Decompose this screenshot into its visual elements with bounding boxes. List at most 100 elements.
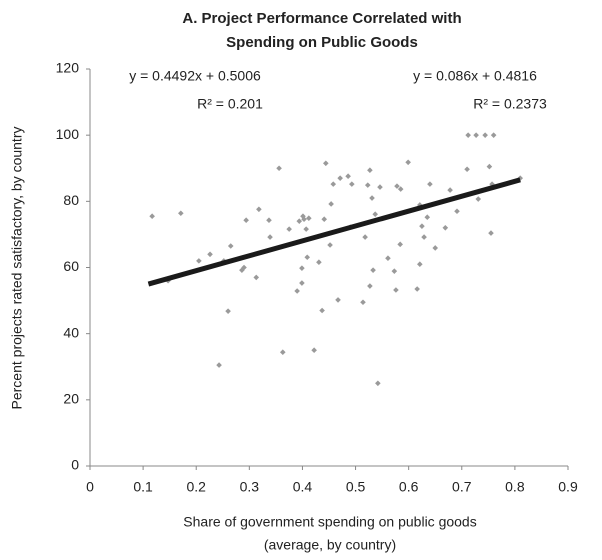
y-tick-label: 100 bbox=[56, 126, 80, 142]
point bbox=[424, 214, 431, 221]
x-tick-label: 0 bbox=[86, 479, 94, 495]
y-tick-label: 40 bbox=[63, 324, 79, 340]
y-tick-label: 120 bbox=[56, 60, 80, 76]
point bbox=[256, 206, 262, 213]
point bbox=[482, 132, 488, 138]
point bbox=[299, 280, 305, 286]
point bbox=[225, 308, 231, 314]
y-tick-label: 20 bbox=[63, 391, 79, 407]
point bbox=[149, 213, 155, 220]
point bbox=[394, 183, 400, 189]
point bbox=[465, 132, 471, 138]
point bbox=[216, 362, 222, 368]
point bbox=[397, 241, 403, 248]
annotation: y = 0.086x + 0.4816 bbox=[413, 68, 537, 84]
point bbox=[328, 201, 334, 207]
x-tick-label: 0.7 bbox=[452, 479, 472, 495]
annotation: y = 0.4492x + 0.5006 bbox=[129, 68, 261, 84]
point bbox=[319, 307, 325, 314]
point bbox=[296, 218, 303, 224]
point bbox=[417, 261, 423, 267]
point bbox=[327, 242, 333, 248]
point bbox=[490, 132, 497, 138]
point bbox=[276, 165, 282, 172]
point bbox=[397, 186, 404, 192]
x-axis-label: (average, by country) bbox=[264, 537, 396, 553]
point bbox=[367, 283, 373, 289]
chart-title: Spending on Public Goods bbox=[226, 34, 418, 51]
point bbox=[207, 251, 213, 258]
point bbox=[414, 286, 420, 292]
x-tick-label: 0.6 bbox=[399, 479, 419, 495]
point bbox=[473, 132, 479, 138]
point bbox=[279, 349, 286, 355]
point bbox=[369, 195, 375, 201]
point bbox=[294, 288, 300, 294]
x-tick-label: 0.5 bbox=[346, 479, 366, 495]
x-tick-label: 0.9 bbox=[558, 479, 578, 495]
point bbox=[421, 234, 427, 240]
point bbox=[330, 181, 337, 187]
point bbox=[447, 187, 453, 193]
chart-title: A. Project Performance Correlated with bbox=[182, 10, 461, 27]
y-tick-label: 0 bbox=[71, 457, 79, 473]
point bbox=[227, 243, 234, 249]
point bbox=[335, 297, 341, 303]
y-tick-label: 80 bbox=[63, 192, 79, 208]
annotation: R² = 0.201 bbox=[197, 96, 263, 112]
point bbox=[196, 258, 202, 264]
x-tick-label: 0.3 bbox=[240, 479, 260, 495]
point bbox=[345, 173, 351, 179]
point bbox=[299, 265, 305, 271]
point bbox=[266, 217, 272, 223]
point bbox=[360, 299, 366, 306]
point bbox=[454, 208, 460, 215]
point bbox=[306, 215, 312, 222]
x-axis-label: Share of government spending on public g… bbox=[183, 514, 476, 530]
point bbox=[303, 226, 309, 232]
point bbox=[464, 166, 470, 173]
point bbox=[370, 267, 376, 273]
annotation: R² = 0.2373 bbox=[473, 96, 547, 112]
x-tick-label: 0.2 bbox=[186, 479, 206, 495]
point bbox=[241, 264, 247, 271]
point bbox=[323, 160, 329, 167]
point bbox=[419, 223, 425, 229]
point bbox=[432, 245, 439, 251]
point bbox=[301, 216, 307, 222]
point bbox=[362, 234, 368, 240]
trend-line bbox=[147, 177, 521, 287]
point bbox=[405, 159, 411, 166]
point bbox=[286, 226, 292, 232]
point bbox=[377, 184, 383, 190]
point bbox=[239, 267, 245, 273]
point bbox=[349, 181, 355, 187]
point bbox=[488, 230, 494, 236]
point bbox=[267, 234, 273, 240]
point bbox=[337, 175, 343, 181]
point bbox=[178, 210, 184, 217]
x-tick-label: 0.4 bbox=[293, 479, 313, 495]
point bbox=[364, 182, 371, 188]
point bbox=[391, 268, 398, 274]
point bbox=[253, 274, 260, 281]
point bbox=[475, 196, 482, 202]
point bbox=[393, 287, 399, 293]
point bbox=[372, 211, 379, 218]
point bbox=[385, 255, 391, 262]
point bbox=[311, 347, 317, 354]
point bbox=[486, 163, 493, 170]
point bbox=[316, 259, 322, 266]
point bbox=[367, 167, 373, 174]
point bbox=[304, 254, 311, 261]
x-tick-label: 0.8 bbox=[505, 479, 525, 495]
x-tick-label: 0.1 bbox=[133, 479, 153, 495]
point bbox=[243, 217, 249, 223]
point bbox=[442, 225, 449, 231]
y-tick-label: 60 bbox=[63, 258, 79, 274]
y-axis-label: Percent projects rated satisfactory, by … bbox=[9, 127, 25, 410]
point bbox=[427, 181, 433, 187]
point bbox=[321, 216, 328, 222]
point bbox=[375, 380, 381, 387]
